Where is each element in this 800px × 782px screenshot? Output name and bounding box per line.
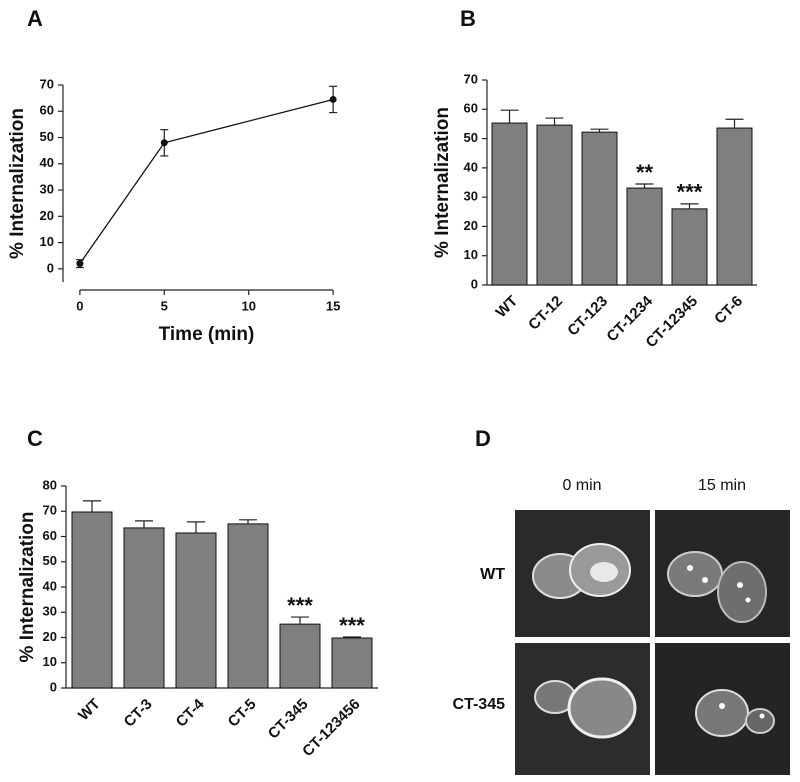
y-tick-label: 30 xyxy=(464,189,478,204)
significance: *** xyxy=(287,593,313,618)
y-tick-label: 50 xyxy=(43,553,57,568)
y-axis-title: % Internalization xyxy=(7,108,28,259)
data-line xyxy=(79,98,334,264)
data-point xyxy=(160,139,168,147)
significance: *** xyxy=(677,180,703,205)
y-tick-label: 70 xyxy=(464,71,478,86)
bar xyxy=(671,208,708,286)
data-point xyxy=(76,260,84,268)
y-tick-label: 50 xyxy=(40,129,54,144)
y-tick-label: 30 xyxy=(43,604,57,619)
x-tick-label: CT-345 xyxy=(265,696,312,743)
y-tick-label: 20 xyxy=(43,629,57,644)
x-tick-label: WT xyxy=(75,696,104,725)
y-tick-label: 30 xyxy=(40,182,54,197)
row-label: CT-345 xyxy=(453,696,506,713)
y-tick-label: 50 xyxy=(464,130,478,145)
y-tick-label: 40 xyxy=(43,578,57,593)
bar xyxy=(626,187,663,286)
bar xyxy=(581,131,618,286)
x-axis-title: Time (min) xyxy=(159,324,255,345)
panel-label: D xyxy=(475,426,491,451)
y-tick-label: 0 xyxy=(50,679,57,694)
y-tick-label: 70 xyxy=(43,503,57,518)
bar xyxy=(227,523,269,689)
y-tick-label: 70 xyxy=(40,76,54,91)
y-tick-label: 10 xyxy=(40,234,54,249)
x-tick-label: CT-3 xyxy=(121,696,156,731)
x-tick-label: CT-4 xyxy=(173,695,208,730)
y-tick-label: 60 xyxy=(43,528,57,543)
y-tick-label: 60 xyxy=(40,103,54,118)
x-tick-label: CT-12 xyxy=(525,293,566,334)
bar xyxy=(331,637,373,689)
column-label: 15 min xyxy=(698,477,746,494)
x-tick-label: WT xyxy=(493,293,522,322)
data-point xyxy=(329,95,337,103)
bar xyxy=(536,124,573,286)
bar xyxy=(175,532,217,689)
x-tick-label: 0 xyxy=(76,298,83,313)
y-tick-label: 80 xyxy=(43,477,57,492)
y-axis-title: % Internalization xyxy=(432,107,453,258)
panel-label: C xyxy=(27,426,43,451)
y-tick-label: 0 xyxy=(47,260,54,275)
significance: ** xyxy=(636,160,654,185)
y-tick-label: 40 xyxy=(40,155,54,170)
panel-label: A xyxy=(27,6,43,31)
x-tick-label: 15 xyxy=(326,298,340,313)
y-tick-label: 10 xyxy=(43,654,57,669)
x-tick-label: CT-5 xyxy=(225,696,260,731)
bar xyxy=(279,623,321,689)
y-tick-label: 0 xyxy=(471,276,478,291)
y-tick-label: 20 xyxy=(464,218,478,233)
row-label: WT xyxy=(480,566,505,583)
column-label: 0 min xyxy=(562,477,601,494)
y-tick-label: 20 xyxy=(40,208,54,223)
bar xyxy=(716,127,753,286)
x-tick-label: 5 xyxy=(161,298,168,313)
x-tick-label: CT-6 xyxy=(711,293,746,328)
x-tick-label: 10 xyxy=(241,298,255,313)
y-tick-label: 60 xyxy=(464,101,478,116)
y-tick-label: 10 xyxy=(464,247,478,262)
bar xyxy=(71,511,113,689)
micrographs xyxy=(515,510,790,775)
bar xyxy=(491,122,528,286)
panel-label: B xyxy=(460,6,476,31)
y-tick-label: 40 xyxy=(464,159,478,174)
bar xyxy=(123,527,165,689)
significance: *** xyxy=(339,613,365,638)
y-axis-title: % Internalization xyxy=(17,512,38,663)
